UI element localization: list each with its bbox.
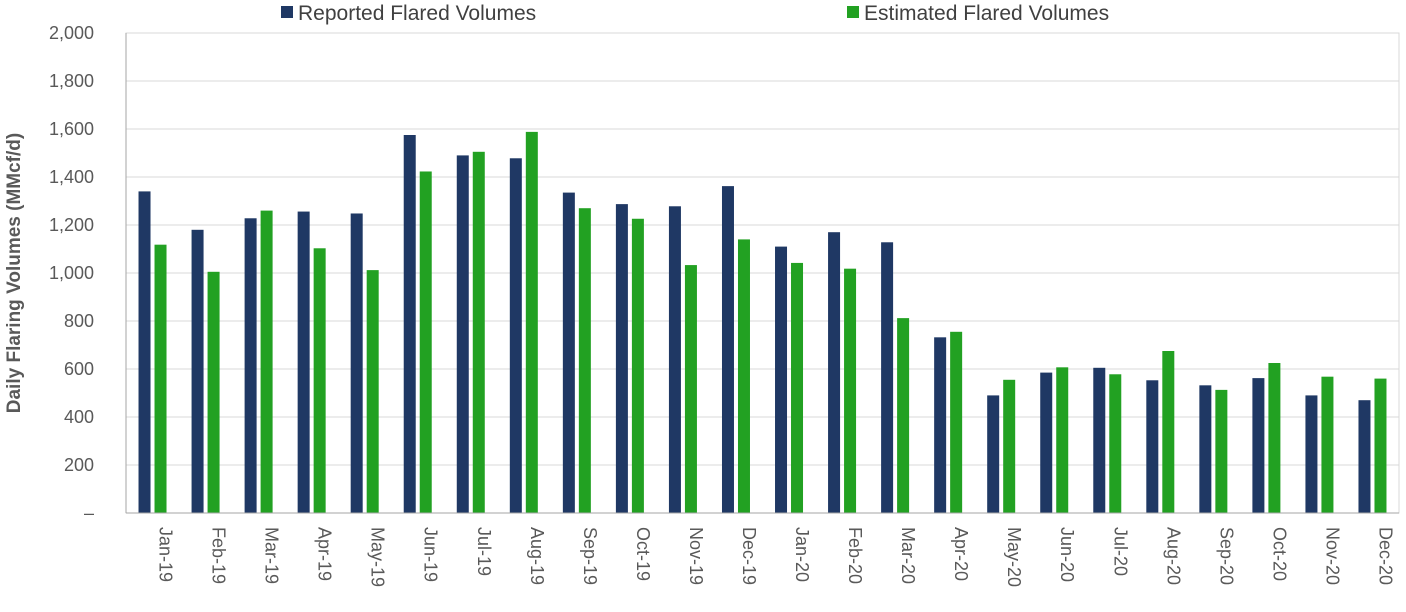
bar-estimated [737, 239, 750, 513]
y-tick-label: 1,200 [49, 215, 94, 235]
bar-reported [775, 246, 788, 513]
bar-estimated [897, 318, 910, 513]
bar-reported [1305, 395, 1318, 513]
x-tick-label: Dec-19 [739, 527, 759, 585]
x-tick-label: May-19 [368, 527, 388, 587]
x-tick-label: Oct-19 [633, 527, 653, 581]
legend-swatch [281, 6, 293, 18]
bar-reported [881, 242, 894, 513]
bar-estimated [684, 265, 697, 513]
bar-estimated [366, 270, 379, 513]
bar-estimated [207, 271, 220, 513]
x-tick-label: Feb-19 [209, 527, 229, 584]
y-tick-label: 600 [64, 359, 94, 379]
bar-estimated [1268, 363, 1281, 513]
bar-estimated [313, 248, 326, 513]
axes: – 200 400 600 800 1,000 1,200 1,400 1,600 1,800 2,… [49, 23, 1399, 587]
bar-estimated [154, 244, 167, 513]
bar-reported [403, 135, 416, 513]
bar-estimated [1056, 367, 1069, 513]
legend: Reported Flared Volumes Estimated Flared … [281, 2, 1109, 25]
bar-reported [828, 232, 841, 513]
bar-reported [615, 204, 628, 513]
bar-estimated [844, 268, 857, 513]
bar-estimated [260, 210, 273, 513]
x-tick-label: Jul-19 [474, 527, 494, 576]
x-tick-label: Feb-20 [845, 527, 865, 584]
x-tick-label: May-20 [1004, 527, 1024, 587]
bar-reported [456, 155, 469, 513]
y-axis-label: Daily Flaring Volumes (MMcf/d) [4, 133, 25, 413]
bar-estimated [791, 262, 804, 513]
bar-estimated [1003, 379, 1016, 513]
bar-estimated [1215, 389, 1228, 513]
bar-estimated [950, 331, 963, 513]
bar-estimated [1109, 374, 1122, 513]
x-tick-label: Nov-19 [686, 527, 706, 585]
x-tick-label: Nov-20 [1322, 527, 1342, 585]
legend-label: Estimated Flared Volumes [864, 2, 1109, 25]
bar-estimated [1321, 376, 1334, 513]
bar-reported [509, 158, 522, 513]
x-tick-label: Jun-20 [1057, 527, 1077, 582]
x-tick-label: Mar-20 [898, 527, 918, 584]
y-tick-label: – [84, 503, 94, 523]
bar-reported [1358, 400, 1371, 513]
bar-reported [244, 218, 257, 513]
bar-reported [721, 186, 734, 513]
bar-reported [987, 395, 1000, 513]
x-tick-label: Jan-19 [156, 527, 176, 582]
y-tick-label: 1,800 [49, 71, 94, 91]
bar-estimated [419, 171, 432, 514]
bars [138, 131, 1387, 514]
bar-reported [138, 191, 151, 513]
bar-reported [562, 192, 575, 513]
x-tick-label: Apr-20 [951, 527, 971, 581]
x-tick-label: Jul-20 [1110, 527, 1130, 576]
bar-estimated [631, 218, 644, 513]
bar-reported [668, 206, 681, 513]
bar-reported [1199, 385, 1212, 513]
x-tick-label: Apr-19 [315, 527, 335, 581]
x-tick-label: Aug-20 [1163, 527, 1183, 585]
y-tick-label: 1,000 [49, 263, 94, 283]
x-tick-label: Jan-20 [792, 527, 812, 582]
bar-reported [191, 229, 204, 514]
y-tick-label: 800 [64, 311, 94, 331]
x-tick-label: Sep-20 [1216, 527, 1236, 585]
y-tick-label: 1,400 [49, 167, 94, 187]
legend-swatch [847, 6, 859, 18]
x-tick-label: Oct-20 [1269, 527, 1289, 581]
bar-reported [1146, 380, 1159, 513]
bar-reported [1040, 372, 1053, 513]
x-tick-label: Sep-19 [580, 527, 600, 585]
y-tick-label: 1,600 [49, 119, 94, 139]
bar-estimated [578, 208, 591, 513]
x-tick-label: Jun-19 [421, 527, 441, 582]
bar-reported [934, 337, 947, 513]
x-tick-label: Dec-20 [1375, 527, 1395, 585]
bar-estimated [1374, 378, 1387, 513]
y-tick-label: 400 [64, 407, 94, 427]
x-tick-label: Aug-19 [527, 527, 547, 585]
y-tick-label: 200 [64, 455, 94, 475]
bar-estimated [525, 131, 538, 513]
y-tick-label: 2,000 [49, 23, 94, 43]
bar-estimated [1162, 351, 1175, 513]
legend-label: Reported Flared Volumes [298, 2, 536, 25]
x-tick-label: Mar-19 [262, 527, 282, 584]
bar-reported [350, 213, 363, 514]
bar-reported [297, 211, 310, 513]
bar-estimated [472, 151, 485, 514]
bar-reported [1093, 367, 1106, 513]
bar-reported [1252, 378, 1265, 513]
